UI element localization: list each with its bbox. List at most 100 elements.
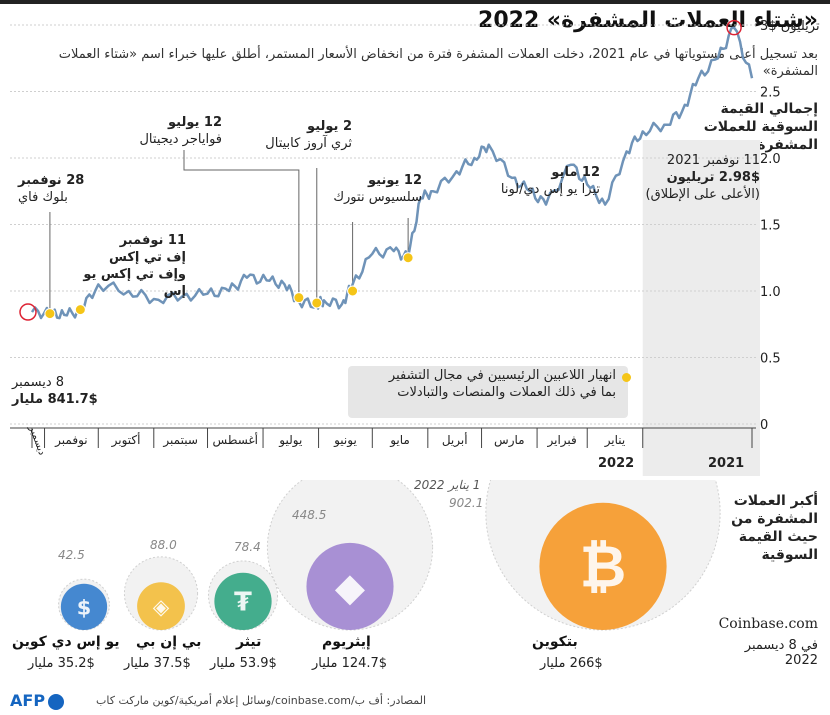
page-subtitle: بعد تسجيل أعلى مستوياتها في عام 2021، دخ…: [58, 47, 818, 79]
month-label: أغسطس: [213, 432, 258, 448]
y-tick-label: 3$ تريليون: [760, 19, 820, 34]
y-ticks: 0 0.5 1.0 1.5 2.0 2.5 3$ تريليون: [760, 19, 820, 433]
event-blockfi: 28 نوفمبر بلوك فاي: [18, 172, 84, 206]
start-value: 841.7$ مليار: [12, 392, 98, 407]
event-ftx: 11 نوفمبر إف تي إكس وإف تي إكس يو إس: [66, 232, 186, 300]
y-tick-label: 0: [760, 418, 768, 433]
year-label-2022: 2022: [598, 456, 635, 471]
bubble-current-ethereum: [306, 542, 394, 630]
coin-name-usdc: يو إس دي كوين: [12, 634, 120, 650]
page-title: «شتاء العملات المشفرة» 2022: [478, 8, 818, 33]
event-dots: [44, 252, 414, 320]
month-label: يونيو: [333, 433, 357, 448]
event-celsius: 12 يونيو سلسيوس نتورك: [316, 172, 422, 206]
legend-text: انهيار اللاعبين الرئيسيين في مجال التشفي…: [389, 367, 616, 401]
bubbles-title: أكبر العملات المشفرة من حيث القيمة السوق…: [731, 493, 818, 563]
coin-name-tether: تيثر: [236, 634, 262, 650]
top-rule: [0, 0, 830, 4]
month-label: مايو: [389, 433, 410, 448]
event-threearrows: 2 يوليو ثري آروز كابيتال: [244, 118, 352, 152]
afp-logo-mark: [48, 693, 65, 710]
event-terra: 12 مايو تيرا يو إس دي/لونا: [460, 164, 600, 198]
bubbles-source: Coinbase.com: [718, 616, 818, 632]
footer-source: المصادر: أف ب/coinbase.com/وسائل إعلام أ…: [96, 694, 427, 707]
month-label: يوليو: [278, 433, 302, 448]
month-label: سبتمبر: [162, 433, 197, 448]
bubble-chart: ₿ ◆ ₮ ◈ $: [58, 480, 721, 631]
y-tick-label: 2.5: [760, 86, 781, 101]
peak-annotation: 11 نوفمبر 2021 2.98$ تريليون (الأعلى على…: [646, 152, 760, 203]
y-tick-label: 2.0: [760, 152, 781, 167]
coin-value-usdc: 35.2$ مليار: [28, 656, 95, 671]
coin-value-bnb: 37.5$ مليار: [124, 656, 191, 671]
event-name: سلسيوس نتورك: [333, 190, 422, 205]
bubbles-jan-label: 1 يناير 2022: [414, 478, 481, 492]
afp-logo: AFP: [10, 691, 65, 710]
coin-value-ethereum: 124.7$ مليار: [312, 656, 388, 671]
event-name: ثري آروز كابيتال: [265, 136, 352, 151]
bubble-current-bitcoin: [539, 502, 667, 630]
legend-box: [348, 366, 628, 418]
coin-name-bitcoin: بتكوين: [532, 634, 578, 650]
year-2021-highlight: [642, 140, 760, 476]
legend-line-1: انهيار اللاعبين الرئيسيين في مجال التشفي…: [388, 368, 616, 383]
event-name: تيرا يو إس دي/لونا: [500, 182, 600, 197]
event-dot: [74, 304, 86, 316]
month-label: نوفمبر: [54, 433, 87, 448]
chart-y-title: إجمالي القيمة السوقية للعملات المشفرة: [703, 101, 818, 153]
year-label-2021: 2021: [708, 456, 745, 471]
tether-icon: ₮: [234, 588, 252, 618]
coin-value-bitcoin: 266$ مليار: [540, 656, 603, 671]
jan-value-tether: 78.4: [234, 540, 261, 554]
peak-date: 11 نوفمبر 2021: [666, 153, 760, 168]
peak-note: (الأعلى على الإطلاق): [645, 187, 760, 202]
ethereum-icon: ◆: [335, 565, 366, 610]
jan-value-ethereum: 448.5: [292, 508, 327, 522]
afp-logo-text: AFP: [10, 691, 46, 710]
start-annotation: 8 ديسمبر 841.7$ مليار: [12, 374, 98, 408]
legend-dot: [622, 373, 631, 382]
series-line: [30, 26, 754, 320]
event-date: 12 مايو: [551, 165, 600, 180]
month-label: يناير: [604, 433, 626, 448]
event-date: 12 يوليو: [168, 115, 222, 130]
event-dot: [311, 297, 323, 309]
coin-name-ethereum: إيثريوم: [322, 634, 371, 650]
bubble-current-tether: [214, 572, 272, 630]
bubble-current-usdc: [60, 583, 108, 630]
event-leader: [183, 150, 300, 298]
y-tick-label: 1.5: [760, 219, 781, 234]
event-dot: [293, 292, 305, 304]
bnb-icon: ◈: [153, 595, 170, 620]
y-tick-label: 0.5: [760, 352, 781, 367]
event-name: فواياجر ديجيتال: [139, 132, 222, 147]
jan-value-usdc: 42.5: [58, 548, 85, 562]
y-tick-label: 1.0: [760, 285, 781, 300]
coin-name-bnb: بي إن بي: [136, 634, 202, 650]
start-marker: [19, 303, 37, 321]
month-label: فبراير: [547, 433, 577, 448]
month-label: أبريل: [442, 432, 468, 448]
start-date: 8 ديسمبر: [12, 375, 65, 390]
event-date: 12 يونيو: [368, 173, 422, 188]
event-voyager: 12 يوليو فواياجر ديجيتال: [112, 114, 222, 148]
bubble-current-bnb: [137, 582, 185, 630]
bitcoin-icon: ₿: [580, 535, 627, 601]
peak-value: 2.98$ تريليون: [666, 170, 760, 185]
event-date: 2 يوليو: [307, 119, 352, 134]
event-date: 28 نوفمبر: [18, 173, 85, 188]
peak-marker: [726, 19, 742, 36]
bubbles-asof: في 8 ديسمبر 2022: [744, 638, 818, 668]
event-dot: [402, 252, 414, 264]
legend-line-2: بما في ذلك العملات والمنصات والتبادلات: [397, 385, 616, 400]
month-label: أكتوبر: [111, 432, 141, 448]
jan-value-bnb: 88.0: [150, 538, 177, 552]
event-name: بلوك فاي: [18, 190, 68, 205]
coin-value-tether: 53.9$ مليار: [210, 656, 277, 671]
event-name: إف تي إكس: [108, 250, 186, 265]
usdc-icon: $: [77, 595, 91, 619]
event-dot: [44, 308, 56, 320]
market-cap-chart: 00.51.01.52.02.53$ تريليون ديسمبر نوفمبر أ…: [10, 19, 820, 476]
event-dot: [347, 285, 359, 297]
event-name-2: وإف تي إكس يو إس: [83, 267, 186, 299]
